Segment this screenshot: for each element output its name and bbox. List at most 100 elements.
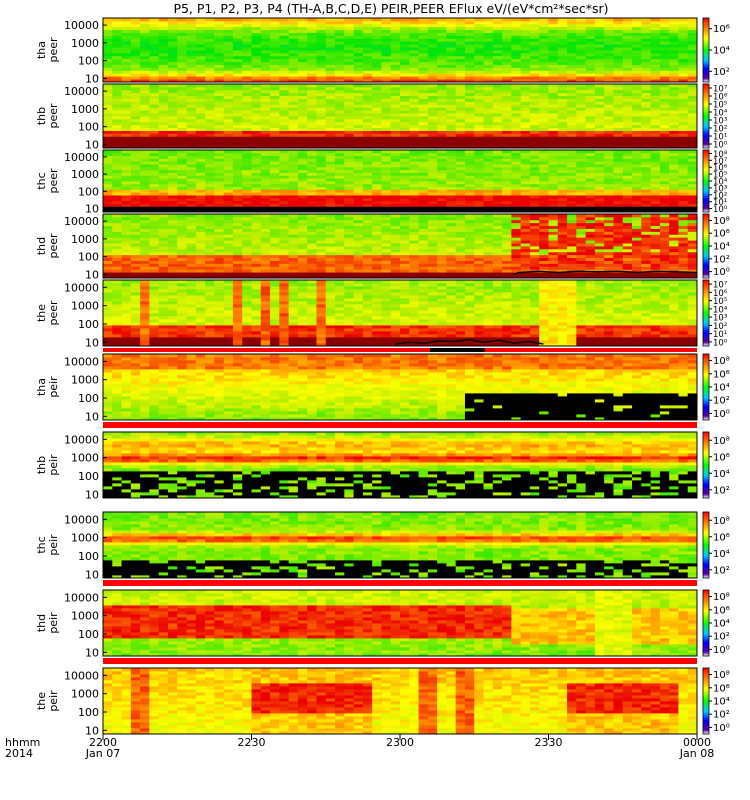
y-axis-label: thcpeer: [35, 168, 60, 194]
colorbar-label: 10²: [713, 322, 727, 332]
y-tick-label: 10000: [64, 281, 99, 294]
colorbar-label: 10⁵: [713, 101, 727, 111]
colorbar-label: 10⁶: [713, 683, 730, 694]
panel-frame: [102, 353, 698, 421]
colorbar-label: 10⁶: [713, 369, 730, 380]
y-tick-label: 100: [78, 392, 99, 405]
y-tick-label: 10000: [64, 355, 99, 368]
y-tick-label: 100: [78, 121, 99, 134]
panel-the-peir: 10 100 1000 10000 thepeir 10⁰ 10² 10⁴ 10⁶ 10⁸: [35, 667, 730, 737]
panel-thd-peir: 10 100 1000 10000 thdpeir 10⁰ 10² 10⁴ 10⁶ 10⁸: [35, 589, 730, 659]
y-axis-label: thcpeir: [35, 534, 60, 556]
y-tick-label: 1000: [71, 374, 99, 387]
colorbar-label: 10¹: [713, 133, 727, 143]
colorbar-label: 10³: [713, 117, 727, 127]
spectrogram-image: [103, 432, 698, 499]
x-tick-label: 0000: [683, 736, 711, 749]
y-tick-label: 10: [85, 336, 99, 349]
y-tick-label: 100: [78, 550, 99, 563]
y-tick-label: 10000: [64, 591, 99, 604]
y-tick-label: 100: [78, 628, 99, 641]
colorbar-label: 10⁶: [713, 93, 728, 103]
y-tick-label: 10: [85, 203, 99, 216]
colorbar: 10⁰ 10² 10⁴ 10⁶ 10⁸: [702, 353, 730, 421]
colorbar-label: 10⁰: [713, 409, 730, 420]
flag-bar: [103, 658, 697, 664]
colorbar-label: 10⁸: [713, 592, 730, 603]
colorbar-label: 10⁶: [713, 289, 728, 299]
panel-frame: [102, 279, 698, 347]
y-tick-label: 10000: [64, 151, 99, 164]
y-tick-label: 100: [78, 706, 99, 719]
colorbar-label: 10²: [713, 191, 727, 201]
colorbar-label: 10⁶: [713, 605, 730, 616]
y-tick-label: 1000: [71, 610, 99, 623]
colorbar-label: 10⁴: [713, 46, 730, 57]
colorbar-label: 10⁰: [713, 723, 730, 734]
colorbar-label: 10⁸: [713, 356, 730, 367]
colorbar-label: 10⁴: [713, 549, 730, 560]
spectrogram-image: [103, 150, 698, 213]
x-tick-label: 2200: [89, 736, 117, 749]
y-axis-label: thdpeer: [35, 233, 60, 259]
y-axis-label: thbpeer: [35, 103, 60, 129]
colorbar-label: 10⁴: [713, 383, 730, 394]
colorbar-label: 10⁷: [713, 281, 728, 291]
colorbar-label: 10⁴: [713, 109, 728, 119]
spectrogram-image: [103, 354, 698, 421]
colorbar-label: 10⁴: [713, 305, 728, 315]
colorbar-label: 10⁴: [713, 469, 730, 480]
y-tick-label: 10: [85, 138, 99, 151]
figure-title: P5, P1, P2, P3, P4 (TH-A,B,C,D,E) PEIR,P…: [173, 1, 608, 16]
colorbar-label: 10²: [713, 125, 727, 135]
colorbar-label: 10⁴: [713, 242, 730, 253]
y-tick-label: 10000: [64, 85, 99, 98]
y-tick-label: 1000: [71, 233, 99, 246]
panel-thc-peer: 10100100010000thcpeer10⁰10¹10²10³10⁴10⁵1…: [35, 149, 728, 216]
colorbar: 10⁰ 10² 10⁴ 10⁶ 10⁸: [702, 589, 730, 657]
colorbar-label: 10⁰: [713, 141, 728, 151]
panel-tha-peir: 10 100 1000 10000 thapeir 10⁰ 10² 10⁴ 10⁶ 10⁸: [35, 353, 730, 423]
panel-frame: [102, 17, 698, 83]
x-tick-date: Jan 07: [85, 747, 120, 760]
y-axis-label: thepeir: [35, 690, 60, 712]
y-tick-label: 100: [78, 185, 99, 198]
spectrogram-image: [103, 280, 698, 347]
y-axis-label: thbpeir: [35, 454, 60, 476]
panel-frame: [102, 589, 698, 657]
y-tick-label: 10: [85, 268, 99, 281]
panels: 10 100 1000 10000 thapeer 10² 10⁴ 10⁶ 10 100 1000 1…: [35, 17, 730, 737]
flag-bar: [103, 422, 697, 428]
colorbar: 10⁰ 10² 10⁴ 10⁶ 10⁸: [702, 667, 730, 735]
spectrogram-image: [103, 668, 698, 735]
panel-thb-peir: 10 100 1000 10000 thbpeir 10² 10⁴ 10⁶ 10⁸: [35, 431, 730, 501]
y-tick-label: 10000: [64, 669, 99, 682]
colorbar-label: 10⁸: [713, 516, 730, 527]
y-tick-label: 10: [85, 72, 99, 85]
spectrogram-image: [103, 84, 698, 149]
spectrogram-image: [103, 590, 698, 657]
colorbar-label: 10⁵: [713, 297, 727, 307]
y-tick-label: 100: [78, 470, 99, 483]
colorbar-label: 10²: [713, 396, 730, 407]
y-tick-label: 100: [78, 55, 99, 68]
panel-thc-peir: 10 100 1000 10000 thcpeir 10² 10⁴ 10⁶ 10⁸: [35, 511, 730, 581]
panel-thb-peer: 10100100010000thbpeer10⁰10¹10²10³10⁴10⁵1…: [35, 83, 728, 151]
colorbar-label: 10⁷: [713, 85, 728, 95]
y-axis-label: thapeer: [35, 37, 60, 63]
colorbar-label: 10¹: [713, 330, 727, 340]
colorbar-label: 10²: [713, 710, 730, 721]
flag-bar: [103, 348, 697, 352]
y-tick-label: 1000: [71, 300, 99, 313]
y-tick-label: 1000: [71, 532, 99, 545]
y-tick-label: 10000: [64, 433, 99, 446]
colorbar: 10² 10⁴ 10⁶ 10⁸: [702, 431, 730, 499]
x-tick-date: Jan 08: [679, 747, 714, 760]
colorbar-label: 10⁶: [713, 532, 730, 543]
y-tick-label: 100: [78, 318, 99, 331]
colorbar-label: 10⁰: [713, 267, 730, 278]
colorbar-label: 10⁴: [713, 697, 730, 708]
